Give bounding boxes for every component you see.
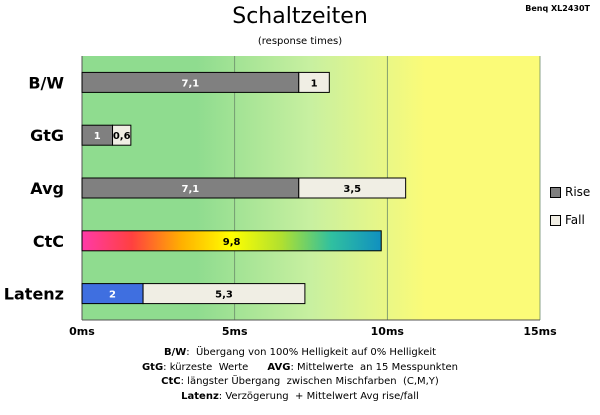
note-bw-label: B/W: [163, 347, 187, 358]
legend-swatch-fall: [550, 214, 561, 226]
bar-fall-label-1: 0,6: [113, 131, 131, 142]
category-label-1: GtG: [30, 126, 64, 145]
legend-label-rise: Rise: [565, 185, 591, 199]
note-bw: B/W: Übergang von 100% Helligkeit auf 0%…: [0, 346, 600, 361]
category-label-4: Latenz: [4, 285, 64, 304]
bar-rise-label-4: 2: [109, 290, 116, 301]
note-gtg-label: GtG: [141, 361, 164, 373]
bar-fall-0: [298, 71, 330, 93]
bar-rise-label-3: 9,8: [223, 237, 241, 248]
chart-subtitle: (response times): [257, 36, 343, 47]
note-gtg-text: : kürzeste Werte: [163, 361, 249, 373]
note-ctc: CtC: längster Übergang zwischen Mischfar…: [0, 375, 600, 390]
category-label-3: CtC: [33, 232, 64, 251]
note-gap: [248, 362, 267, 373]
bar-rise-3: [81, 230, 382, 252]
bar-rise-label-2: 7,1: [182, 184, 200, 195]
bar-rise-label-1: 1: [94, 131, 101, 142]
note-ctc-label: CtC: [161, 376, 181, 387]
note-latenz: Latenz: Verzögerung + Mittelwert Avg ris…: [0, 390, 600, 405]
note-latenz-label: Latenz: [181, 390, 219, 402]
note-ctc-text: : längster Übergang zwischen Mischfarben…: [180, 376, 439, 387]
bar-fall-label-4: 5,3: [215, 290, 233, 301]
bar-fall-label-2: 3,5: [343, 184, 361, 195]
bar-fall-2: [298, 177, 407, 199]
legend-swatch-rise: [550, 186, 561, 198]
legend-item-rise: Rise: [550, 178, 590, 206]
category-label-0: B/W: [28, 73, 64, 92]
footnotes: B/W: Übergang von 100% Helligkeit auf 0%…: [0, 346, 600, 404]
note-gtg-avg: GtG: kürzeste Werte AVG: Mittelwerte an …: [0, 361, 600, 376]
note-bw-text: : Übergang von 100% Helligkeit auf 0% He…: [186, 347, 437, 358]
x-tick-label-5: 5ms: [222, 325, 248, 338]
bar-rise-label-0: 7,1: [182, 78, 200, 89]
legend-label-fall: Fall: [565, 213, 585, 227]
bar-fall-4: [142, 283, 306, 305]
note-avg-text: : Mittelwerte an 15 Messpunkten: [290, 361, 459, 373]
monitor-model-label: Benq XL2430T: [525, 4, 590, 13]
x-tick-label-15: 15ms: [523, 325, 557, 338]
legend: Rise Fall: [550, 178, 590, 234]
note-avg-label: AVG: [267, 361, 291, 373]
x-tick-label-0: 0ms: [69, 325, 95, 338]
bar-fall-label-0: 1: [311, 78, 318, 89]
x-tick-label-10: 10ms: [371, 325, 405, 338]
chart-title: Schaltzeiten: [232, 4, 368, 29]
category-label-2: Avg: [30, 179, 64, 198]
legend-item-fall: Fall: [550, 206, 590, 234]
plot-area: 0ms 5ms 10ms 15ms B/W 7,1 1 GtG 1 0,6 Avg 7,1 3,5 CtC…: [4, 56, 557, 338]
note-latenz-text: : Verzögerung + Mittelwert Avg rise/fall: [218, 390, 419, 402]
bar-fall-1: [112, 124, 132, 146]
